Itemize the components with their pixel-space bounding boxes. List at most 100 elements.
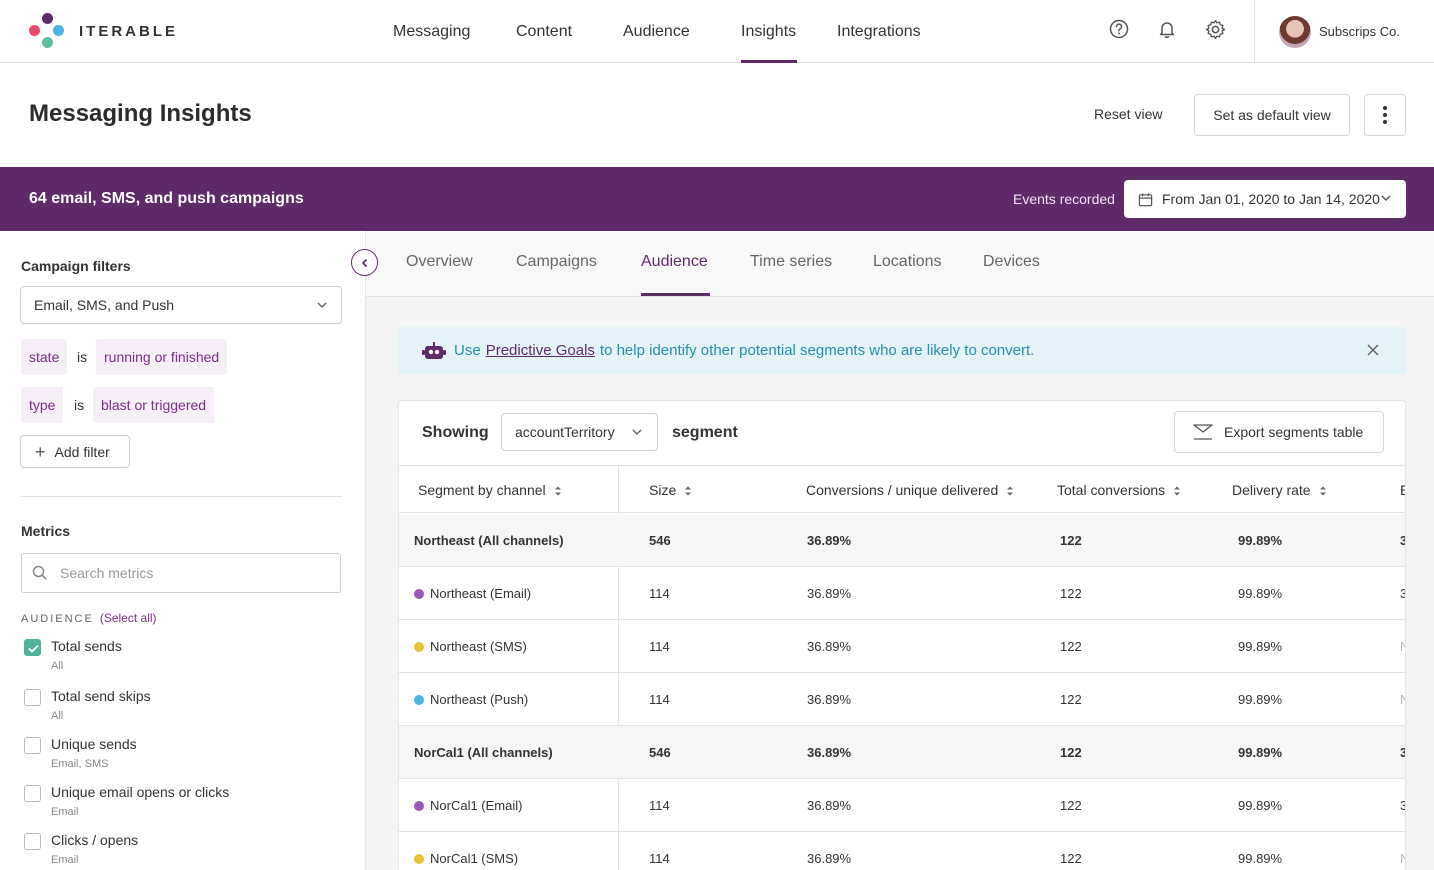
iterable-logo[interactable]: ITERABLE (29, 13, 178, 49)
nav-item-content[interactable]: Content (516, 23, 573, 40)
checkbox-checked[interactable] (24, 639, 41, 656)
metric-channels: Email (51, 806, 79, 818)
table-row[interactable]: Northeast (Push) 114 36.89% 122 99.89% N (399, 673, 1405, 726)
search-placeholder: Search metrics (60, 565, 154, 581)
chevron-down-icon (632, 429, 642, 436)
cell-total-conversions: 122 (1060, 533, 1082, 548)
predictive-goals-notice: Use Predictive Goals to help identify ot… (398, 327, 1406, 374)
cell-truncated: 3 (1400, 798, 1405, 813)
audience-heading-label: AUDIENCE (21, 613, 94, 625)
tab-locations[interactable]: Locations (873, 253, 942, 270)
channel-select[interactable]: Email, SMS, and Push (20, 286, 342, 324)
tab-campaigns[interactable]: Campaigns (516, 253, 597, 270)
checkbox[interactable] (24, 785, 41, 802)
channel-dot-icon (414, 695, 424, 705)
notice-suffix: to help identify other potential segment… (599, 342, 1035, 359)
cell-size: 114 (649, 851, 670, 866)
filter-value-state[interactable]: running or finished (96, 339, 228, 375)
metric-channels: All (51, 710, 64, 722)
checkbox[interactable] (24, 689, 41, 706)
cell-segment: NorCal1 (SMS) (414, 851, 518, 866)
export-segments-button[interactable]: Export segments table (1174, 411, 1384, 453)
reset-view-button[interactable]: Reset view (1094, 106, 1163, 122)
predictive-goals-link[interactable]: Predictive Goals (485, 342, 595, 359)
tab-time-series[interactable]: Time series (750, 253, 833, 270)
more-options-button[interactable] (1364, 94, 1406, 136)
checkbox[interactable] (24, 737, 41, 754)
notice-prefix: Use (454, 342, 481, 359)
channel-select-value: Email, SMS, and Push (34, 297, 175, 313)
cell-delivery-rate: 99.89% (1238, 586, 1283, 601)
column-header-truncated[interactable]: E (1400, 482, 1405, 498)
column-header-size[interactable]: Size (649, 482, 692, 498)
close-icon[interactable] (1366, 343, 1380, 357)
cell-truncated: N (1400, 639, 1405, 654)
nav-item-audience[interactable]: Audience (623, 23, 690, 40)
campaign-banner: 64 email, SMS, and push campaigns Events… (0, 167, 1434, 231)
column-header-segment[interactable]: Segment by channel (418, 482, 562, 498)
sort-icon (685, 486, 692, 496)
cell-conversions: 36.89% (807, 639, 852, 654)
cell-truncated: N (1400, 692, 1405, 707)
channel-dot-icon (414, 589, 424, 599)
select-all-link[interactable]: (Select all) (99, 611, 157, 625)
gear-icon[interactable] (1204, 18, 1226, 40)
filter-operator: is (74, 397, 85, 413)
bell-icon[interactable] (1156, 18, 1178, 40)
cell-size: 546 (649, 745, 671, 760)
filter-field-state[interactable]: state (21, 339, 68, 375)
metric-channels: All (51, 660, 64, 672)
table-row[interactable]: Northeast (SMS) 114 36.89% 122 99.89% N (399, 620, 1405, 673)
filter-operator: is (77, 349, 88, 365)
cell-conversions: 36.89% (807, 851, 852, 866)
search-icon (32, 565, 47, 580)
nav-item-messaging[interactable]: Messaging (393, 23, 471, 40)
cell-segment: Northeast (Email) (414, 586, 531, 601)
table-row[interactable]: Northeast (All channels) 546 36.89% 122 99.8… (399, 514, 1405, 567)
cell-segment: Northeast (SMS) (414, 639, 527, 654)
table-row[interactable]: NorCal1 (All channels) 546 36.89% 122 99.89%… (399, 726, 1405, 779)
metric-label: Unique sends (51, 736, 137, 752)
collapse-sidebar-button[interactable] (351, 249, 378, 276)
column-header-conversions[interactable]: Conversions / unique delivered (806, 482, 1014, 498)
filter-value-type[interactable]: blast or triggered (93, 387, 215, 423)
cell-delivery-rate: 99.89% (1238, 639, 1283, 654)
chevron-down-icon (317, 302, 327, 309)
nav-item-insights[interactable]: Insights (741, 0, 797, 63)
cell-size: 546 (649, 533, 671, 548)
nav-icons (1108, 18, 1226, 40)
cell-conversions: 36.89% (807, 533, 852, 548)
metrics-heading: Metrics (21, 523, 71, 539)
robot-icon (422, 341, 446, 359)
add-filter-button[interactable]: + Add filter (20, 435, 130, 468)
cell-total-conversions: 122 (1060, 639, 1082, 654)
chevron-down-icon (1381, 195, 1391, 202)
set-default-view-button[interactable]: Set as default view (1194, 94, 1350, 136)
date-range-picker[interactable]: From Jan 01, 2020 to Jan 14, 2020 (1124, 180, 1406, 218)
avatar (1279, 15, 1311, 48)
table-row[interactable]: Northeast (Email) 114 36.89% 122 99.89% 3 (399, 567, 1405, 620)
filter-field-type[interactable]: type (21, 387, 64, 423)
nav-item-integrations[interactable]: Integrations (837, 23, 921, 40)
search-metrics-input[interactable]: Search metrics (21, 553, 341, 593)
column-header-total-conversions[interactable]: Total conversions (1057, 482, 1181, 498)
metric-channels: Email, SMS (51, 758, 109, 770)
segment-select-value: accountTerritory (515, 424, 615, 440)
cell-delivery-rate: 99.89% (1238, 851, 1283, 866)
checkbox[interactable] (24, 833, 41, 850)
segment-select[interactable]: accountTerritory (501, 413, 658, 451)
showing-label: Showing (422, 424, 489, 441)
table-row[interactable]: NorCal1 (SMS) 114 36.89% 122 99.89% N (399, 832, 1405, 870)
tab-overview[interactable]: Overview (406, 253, 473, 270)
tab-audience[interactable]: Audience (641, 253, 708, 270)
tab-devices[interactable]: Devices (983, 253, 1040, 270)
account-menu[interactable]: Subscrips Co. (1254, 0, 1434, 63)
logo-mark-icon (29, 13, 67, 49)
sort-icon (1174, 486, 1181, 496)
column-header-delivery-rate[interactable]: Delivery rate (1232, 482, 1327, 498)
sort-icon (554, 486, 561, 496)
help-icon[interactable] (1108, 18, 1130, 40)
cell-delivery-rate: 99.89% (1238, 745, 1283, 760)
column-header-label: Delivery rate (1232, 482, 1311, 498)
table-row[interactable]: NorCal1 (Email) 114 36.89% 122 99.89% 3 (399, 779, 1405, 832)
